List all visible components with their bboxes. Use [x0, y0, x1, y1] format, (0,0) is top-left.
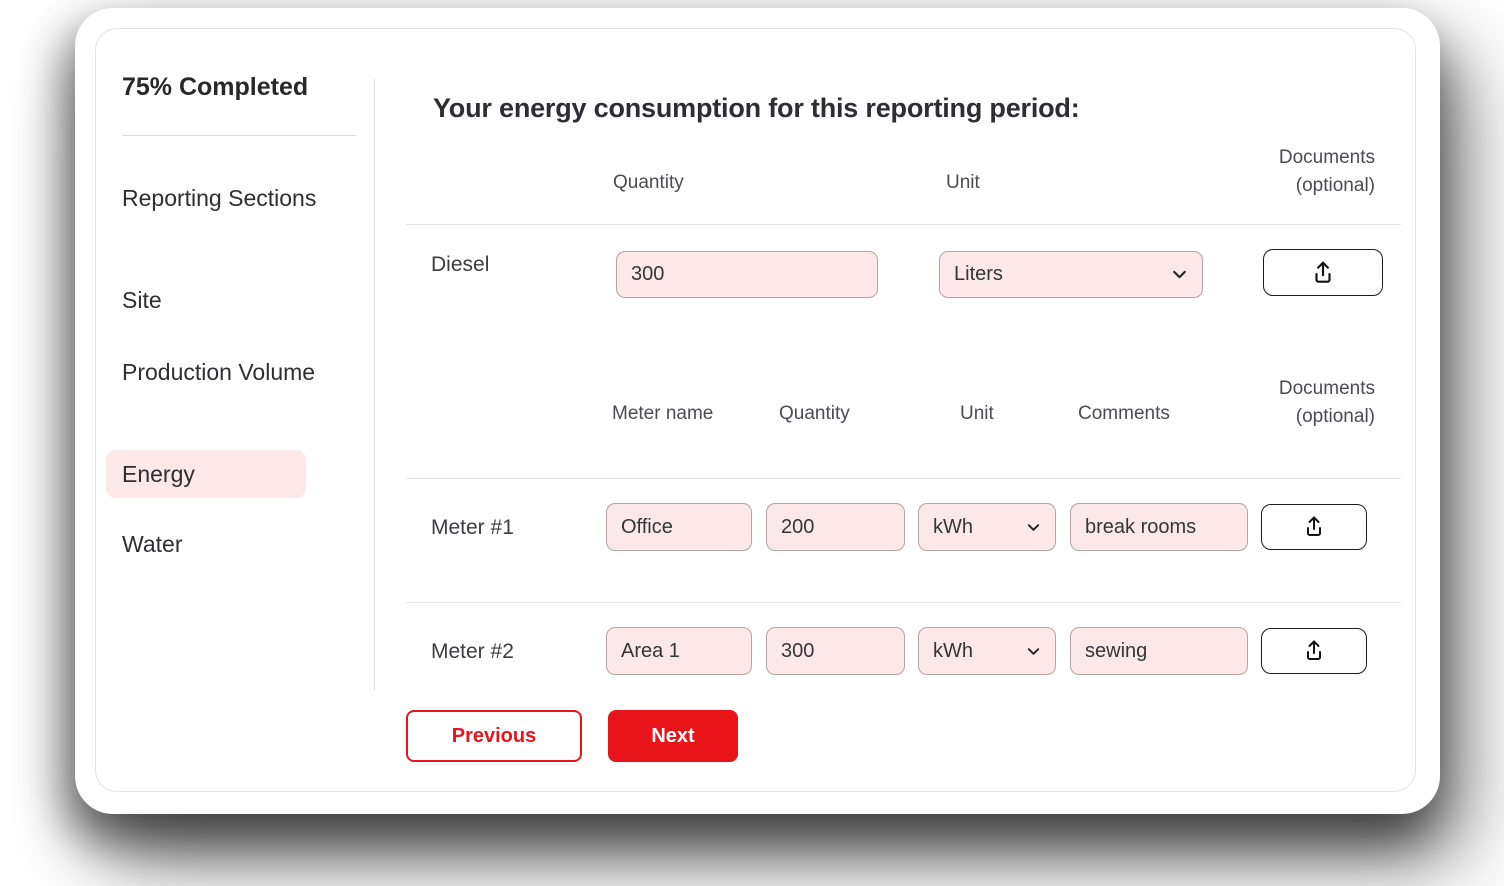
- page-title: Your energy consumption for this reporti…: [433, 93, 1080, 123]
- fuel-header-unit: Unit: [946, 172, 980, 193]
- divider-fuel-row: [406, 224, 1401, 225]
- meter2-comments-input[interactable]: [1070, 627, 1248, 675]
- meter2-unit-value: kWh: [933, 639, 973, 662]
- divider-meter-row-2: [406, 602, 1401, 603]
- previous-button[interactable]: Previous: [406, 710, 582, 762]
- sidebar-item-energy[interactable]: Energy: [106, 450, 306, 498]
- progress-label: 75% Completed: [122, 73, 309, 101]
- upload-icon: [1302, 639, 1326, 663]
- wizard-card: 75% Completed Reporting Sections Site Pr…: [75, 8, 1440, 814]
- meter-header-documents: Documents (optional): [1279, 375, 1375, 431]
- meter-header-unit: Unit: [960, 403, 994, 424]
- sidebar-item-energy-label: Energy: [122, 460, 195, 487]
- meter1-name-input[interactable]: [606, 503, 752, 551]
- sidebar-item-production-volume[interactable]: Production Volume: [122, 359, 316, 385]
- meter-header-comments: Comments: [1078, 403, 1170, 424]
- meter-header-quantity: Quantity: [779, 403, 850, 424]
- divider-meter-row-1: [406, 478, 1401, 479]
- fuel-header-documents-line2: (optional): [1295, 175, 1375, 196]
- meter2-quantity-input[interactable]: [766, 627, 905, 675]
- upload-icon: [1310, 260, 1336, 286]
- meter2-unit-select[interactable]: kWh: [918, 627, 1056, 675]
- meter-header-name: Meter name: [612, 403, 714, 424]
- meter1-quantity-input[interactable]: [766, 503, 905, 551]
- sidebar-item-reporting-sections[interactable]: Reporting Sections: [122, 185, 317, 211]
- chevron-down-icon: [1026, 520, 1041, 535]
- meter1-comments-input[interactable]: [1070, 503, 1248, 551]
- wizard-panel: 75% Completed Reporting Sections Site Pr…: [95, 28, 1416, 792]
- fuel-header-documents: Documents (optional): [1279, 144, 1375, 200]
- meter2-upload-button[interactable]: [1261, 628, 1367, 674]
- sidebar-item-water[interactable]: Water: [122, 531, 183, 557]
- meter1-upload-button[interactable]: [1261, 504, 1367, 550]
- meter-header-documents-line1: Documents: [1278, 378, 1375, 399]
- meter2-name-input[interactable]: [606, 627, 752, 675]
- sidebar-item-site[interactable]: Site: [122, 287, 162, 313]
- meter1-unit-value: kWh: [933, 515, 973, 538]
- meter-row-label: Meter #2: [431, 640, 514, 663]
- chevron-down-icon: [1026, 644, 1041, 659]
- sidebar-divider: [122, 135, 356, 136]
- diesel-upload-button[interactable]: [1263, 249, 1383, 296]
- sidebar-main-divider: [374, 79, 375, 691]
- meter1-unit-select[interactable]: kWh: [918, 503, 1056, 551]
- meter-header-documents-line2: (optional): [1295, 406, 1375, 427]
- meter-row-label: Meter #1: [431, 516, 514, 539]
- diesel-unit-select[interactable]: Liters: [939, 251, 1203, 298]
- fuel-header-quantity: Quantity: [613, 172, 684, 193]
- next-button[interactable]: Next: [608, 710, 738, 762]
- diesel-quantity-input[interactable]: [616, 251, 878, 298]
- fuel-header-documents-line1: Documents: [1278, 147, 1375, 168]
- fuel-row-label: Diesel: [431, 253, 490, 276]
- chevron-down-icon: [1171, 266, 1188, 283]
- upload-icon: [1302, 515, 1326, 539]
- diesel-unit-value: Liters: [954, 263, 1003, 285]
